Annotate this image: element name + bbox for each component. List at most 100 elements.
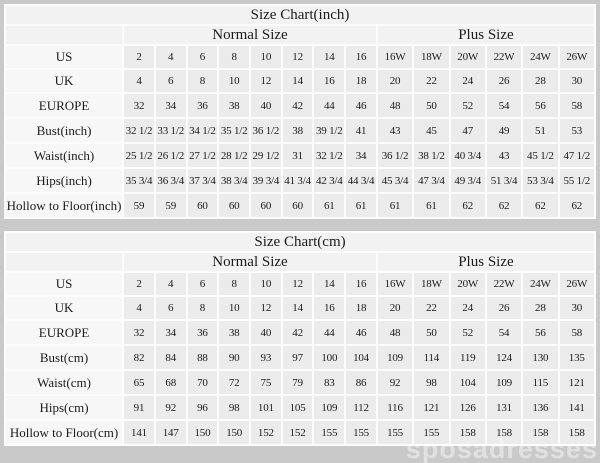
size-value-cell: 16 [346,46,376,68]
size-value-cell: 35 3/4 [124,169,154,192]
size-value-cell: 83 [314,371,345,394]
size-value-cell: 6 [187,46,218,68]
size-value-cell: 27 1/2 [187,144,218,167]
size-value-cell: 34 [155,94,186,117]
table-row: EUROPE 32 34 36 38 40 42 44 46 48 50 52 54 56 58 [6,94,594,117]
size-value-cell: 79 [282,371,313,394]
size-value-cell: 60 [251,194,281,217]
size-value-cell: 4 [124,297,154,319]
size-value-cell: 141 [559,396,594,419]
size-value-cell: 91 [124,396,154,419]
size-value-cell: 18 [346,70,376,92]
size-value-cell: 14 [314,46,345,68]
size-group-header: Plus Size [377,26,594,44]
size-value-cell: 32 [124,321,154,344]
size-value-cell: 49 [486,119,522,142]
size-group-header: Normal Size [124,26,376,44]
size-value-cell: 24W [523,46,558,68]
size-value-cell: 155 [414,421,449,444]
size-value-cell: 105 [282,396,313,419]
size-value-cell: 88 [187,346,218,369]
table-row: Waist(cm) 65 68 70 72 75 79 83 86 92 98 104 109 115 12… [6,371,594,394]
size-value-cell: 10 [251,46,281,68]
size-value-cell: 98 [414,371,449,394]
size-value-cell: 60 [187,194,218,217]
size-value-cell: 59 [124,194,154,217]
size-value-cell: 12 [251,70,281,92]
size-value-cell: 24 [450,297,485,319]
size-value-cell: 8 [219,273,249,295]
size-value-cell: 16W [377,273,413,295]
size-value-cell: 84 [155,346,186,369]
size-value-cell: 62 [559,194,594,217]
size-value-cell: 6 [187,273,218,295]
table-row: UK 4 6 8 10 12 14 16 18 20 22 24 26 28 30 [6,70,594,92]
size-value-cell: 92 [377,371,413,394]
size-value-cell: 35 1/2 [219,119,249,142]
size-value-cell: 158 [523,421,558,444]
size-value-cell: 2 [124,273,154,295]
size-value-cell: 22W [486,273,522,295]
table-row: Bust(inch) 32 1/2 33 1/2 34 1/2 35 1/2 36 1/2… [6,119,594,142]
size-value-cell: 45 [414,119,449,142]
size-value-cell: 109 [314,396,345,419]
row-label: US [6,273,123,295]
size-value-cell: 38 [282,119,313,142]
size-value-cell: 37 3/4 [187,169,218,192]
size-value-cell: 46 [346,321,376,344]
size-value-cell: 25 1/2 [124,144,154,167]
size-value-cell: 65 [124,371,154,394]
size-value-cell: 40 [251,94,281,117]
size-value-cell: 43 [377,119,413,142]
row-label: EUROPE [6,321,123,344]
row-label: EUROPE [6,94,123,117]
size-value-cell: 56 [523,321,558,344]
size-value-cell: 126 [450,396,485,419]
size-value-cell: 61 [377,194,413,217]
row-label: Waist(inch) [6,144,123,167]
size-value-cell: 32 [124,94,154,117]
size-value-cell: 136 [523,396,558,419]
size-value-cell: 155 [346,421,376,444]
size-value-cell: 26 1/2 [155,144,186,167]
size-value-cell: 34 1/2 [187,119,218,142]
size-value-cell: 36 [187,94,218,117]
size-group-header-row: Normal Size Plus Size [6,253,594,271]
table-title: Size Chart(cm) [6,233,594,251]
size-value-cell: 130 [523,346,558,369]
size-value-cell: 97 [282,346,313,369]
table-row: US 2 4 6 8 10 12 14 16 16W 18W 20W 22W 24W 26W [6,46,594,68]
size-value-cell: 20 [377,297,413,319]
size-value-cell: 53 [559,119,594,142]
size-value-cell: 101 [251,396,281,419]
size-value-cell: 14 [282,297,313,319]
size-group-header: Normal Size [124,253,376,271]
size-chart-inch-table: Size Chart(inch) Normal Size Plus Size US 2 4… [4,4,596,219]
size-value-cell: 10 [219,297,249,319]
size-value-cell: 22 [414,297,449,319]
size-value-cell: 38 3/4 [219,169,249,192]
size-value-cell: 40 [251,321,281,344]
size-value-cell: 104 [346,346,376,369]
size-value-cell: 20 [377,70,413,92]
size-value-cell: 82 [124,346,154,369]
size-value-cell: 26W [559,46,594,68]
size-value-cell: 62 [486,194,522,217]
size-value-cell: 10 [219,70,249,92]
size-value-cell: 45 3/4 [377,169,413,192]
size-value-cell: 48 [377,321,413,344]
size-value-cell: 22 [414,70,449,92]
size-value-cell: 48 [377,94,413,117]
size-value-cell: 119 [450,346,485,369]
row-label: UK [6,70,123,92]
row-label: UK [6,297,123,319]
size-value-cell: 42 3/4 [314,169,345,192]
size-value-cell: 100 [314,346,345,369]
size-value-cell: 68 [155,371,186,394]
size-value-cell: 26 [486,297,522,319]
size-value-cell: 44 [314,321,345,344]
size-value-cell: 10 [251,273,281,295]
size-value-cell: 16 [346,273,376,295]
size-value-cell: 60 [219,194,249,217]
size-value-cell: 52 [450,321,485,344]
